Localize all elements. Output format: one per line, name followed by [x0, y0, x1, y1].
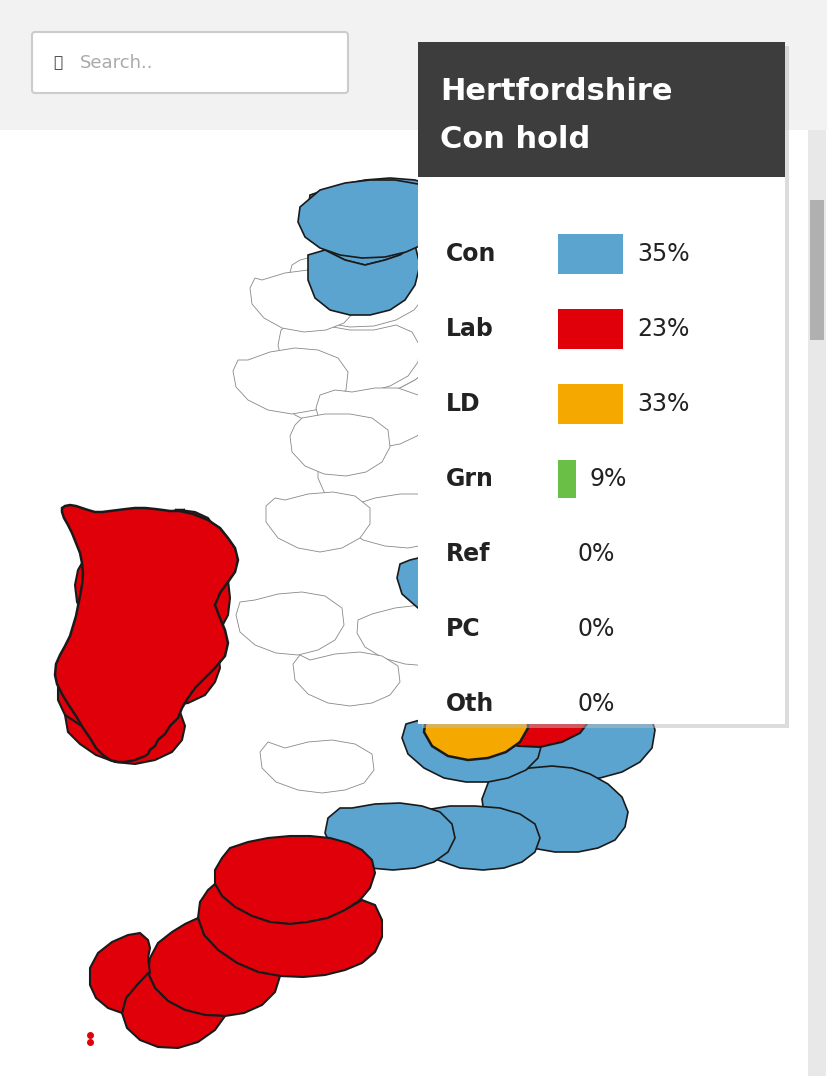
- Text: Search..: Search..: [80, 54, 153, 72]
- Text: 0%: 0%: [577, 692, 614, 716]
- Polygon shape: [250, 270, 357, 332]
- Text: Grn: Grn: [446, 467, 493, 491]
- Polygon shape: [402, 712, 542, 782]
- Text: 33%: 33%: [636, 392, 689, 416]
- Polygon shape: [76, 618, 220, 706]
- Polygon shape: [356, 605, 477, 666]
- Polygon shape: [316, 388, 429, 448]
- Bar: [557, 309, 622, 349]
- Text: 35%: 35%: [636, 242, 689, 266]
- Text: PC: PC: [446, 617, 480, 641]
- Polygon shape: [308, 245, 419, 315]
- Polygon shape: [260, 740, 374, 793]
- Polygon shape: [471, 680, 591, 747]
- Polygon shape: [122, 973, 225, 1048]
- Bar: [807, 130, 825, 1076]
- Bar: [418, 176, 784, 724]
- Text: Oth: Oth: [446, 692, 494, 716]
- Polygon shape: [439, 431, 547, 516]
- Polygon shape: [90, 933, 150, 1013]
- Polygon shape: [318, 420, 465, 526]
- Bar: [557, 384, 622, 424]
- Polygon shape: [404, 806, 539, 870]
- Polygon shape: [55, 505, 237, 762]
- Polygon shape: [325, 803, 455, 870]
- Polygon shape: [58, 635, 148, 730]
- Polygon shape: [342, 494, 457, 548]
- Bar: [0, 130, 827, 1076]
- Polygon shape: [215, 836, 375, 924]
- Text: Con: Con: [446, 242, 495, 266]
- Polygon shape: [236, 592, 343, 655]
- Text: LD: LD: [446, 392, 480, 416]
- Polygon shape: [304, 265, 444, 395]
- Polygon shape: [265, 492, 370, 552]
- Bar: [418, 42, 784, 176]
- Polygon shape: [425, 638, 547, 700]
- Polygon shape: [484, 681, 654, 780]
- Polygon shape: [452, 652, 549, 704]
- Text: Ref: Ref: [446, 542, 490, 566]
- Polygon shape: [436, 480, 567, 552]
- Text: 🔍: 🔍: [54, 56, 63, 71]
- Polygon shape: [75, 555, 230, 656]
- Polygon shape: [278, 320, 419, 393]
- Polygon shape: [298, 180, 444, 258]
- Polygon shape: [272, 355, 439, 442]
- Polygon shape: [288, 255, 428, 327]
- Polygon shape: [148, 918, 280, 1016]
- Polygon shape: [198, 884, 381, 977]
- Polygon shape: [289, 414, 390, 476]
- Bar: [809, 200, 823, 340]
- Polygon shape: [304, 178, 429, 265]
- Polygon shape: [65, 705, 184, 764]
- Polygon shape: [481, 766, 627, 852]
- Text: 9%: 9%: [590, 467, 627, 491]
- Text: 23%: 23%: [636, 317, 689, 341]
- FancyBboxPatch shape: [32, 32, 347, 93]
- Bar: [557, 233, 622, 274]
- Text: 0%: 0%: [577, 617, 614, 641]
- Polygon shape: [428, 260, 518, 355]
- Polygon shape: [423, 697, 528, 760]
- Text: Lab: Lab: [446, 317, 493, 341]
- Text: Hertfordshire: Hertfordshire: [439, 77, 672, 107]
- Polygon shape: [232, 348, 347, 414]
- Text: 0%: 0%: [577, 542, 614, 566]
- Polygon shape: [85, 510, 218, 592]
- Bar: [422, 46, 788, 728]
- Text: Con hold: Con hold: [439, 126, 590, 155]
- Bar: [557, 461, 576, 498]
- Polygon shape: [293, 652, 399, 706]
- Polygon shape: [396, 550, 539, 622]
